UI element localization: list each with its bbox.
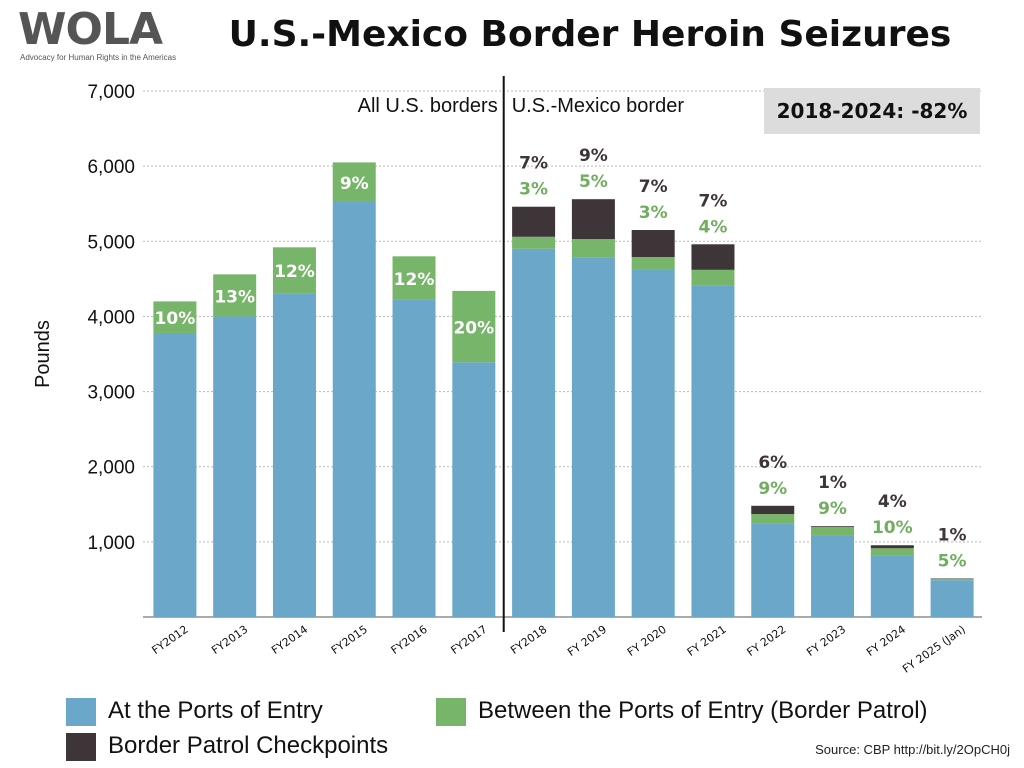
- x-tick-label: FY2017: [448, 623, 489, 657]
- bar-between: [870, 548, 914, 556]
- bar-checkpoints: [631, 230, 675, 258]
- x-tick-label: FY 2022: [745, 623, 789, 659]
- chart-title: U.S.-Mexico Border Heroin Seizures: [228, 14, 952, 55]
- bar-ports: [870, 555, 914, 617]
- x-tick-label: FY2016: [389, 623, 430, 657]
- y-axis-label: Pounds: [32, 320, 54, 388]
- bar-ports: [811, 535, 855, 617]
- between-pct-label: 10%: [155, 309, 196, 329]
- bar-between: [452, 290, 496, 363]
- bar-ports: [272, 293, 316, 617]
- bar-between: [571, 239, 615, 258]
- checkpoint-pct-label: 7%: [519, 154, 548, 174]
- bar-between: [153, 301, 197, 333]
- bar-between: [213, 274, 257, 317]
- between-pct-label: 3%: [519, 180, 548, 200]
- bar-between: [272, 247, 316, 294]
- checkpoint-pct-label: 1%: [938, 525, 967, 545]
- bar-between: [392, 256, 436, 300]
- x-tick-label: FY2015: [329, 623, 370, 657]
- x-tick-label: FY2013: [209, 623, 250, 657]
- bar-ports: [153, 332, 197, 617]
- x-tick-label: FY2014: [269, 623, 310, 657]
- checkpoint-pct-label: 1%: [818, 473, 847, 493]
- bar-checkpoints: [870, 545, 914, 549]
- between-pct-label: 5%: [938, 551, 967, 571]
- x-tick-label: FY 2024: [864, 623, 908, 659]
- bar-ports: [213, 316, 257, 617]
- logo-wordmark: WOLA: [18, 4, 163, 55]
- bar-ports: [631, 269, 675, 617]
- y-tick-label: 6,000: [87, 157, 135, 178]
- bar-between: [930, 578, 974, 581]
- bar-ports: [452, 362, 496, 617]
- wola-logo: WOLA Advocacy for Human Rights in the Am…: [18, 6, 178, 66]
- bar-between: [811, 526, 855, 536]
- bar-between: [751, 514, 795, 524]
- bar-ports: [930, 580, 974, 617]
- bar-between: [332, 162, 376, 202]
- between-pct-label: 10%: [872, 518, 913, 538]
- legend-item-ports: At the Ports of Entry: [66, 697, 323, 726]
- between-pct-label: 4%: [699, 217, 728, 237]
- checkpoint-pct-label: 4%: [878, 492, 907, 512]
- y-tick-label: 7,000: [87, 82, 135, 103]
- y-tick-label: 2,000: [87, 458, 135, 479]
- legend-item-checkpoints: Border Patrol Checkpoints: [66, 732, 388, 761]
- y-tick-label: 1,000: [87, 533, 135, 554]
- between-pct-label: 9%: [340, 174, 369, 194]
- bar-checkpoints: [571, 199, 615, 240]
- bar-between: [512, 236, 556, 249]
- x-tick-label: FY 2021: [685, 623, 729, 659]
- y-tick-label: 5,000: [87, 232, 135, 253]
- bar-between: [691, 269, 735, 286]
- x-tick-label: FY 2019: [565, 623, 609, 659]
- logo-tagline: Advocacy for Human Rights in the America…: [20, 53, 177, 62]
- bar-chart: 1,000 2,000 3,000 4,000 5,000 6,000 7,000 Pound…: [32, 76, 982, 676]
- between-pct-label: 12%: [394, 270, 435, 290]
- x-tick-label: FY2018: [508, 623, 549, 657]
- bar-checkpoints: [512, 206, 556, 237]
- y-tick-label: 4,000: [87, 307, 135, 328]
- bar-ports: [512, 248, 556, 618]
- between-pct-label: 5%: [579, 172, 608, 192]
- legend-label-checkpoints: Border Patrol Checkpoints: [108, 732, 389, 759]
- divider-label-left: All U.S. borders: [358, 95, 498, 117]
- bar-checkpoints: [691, 244, 735, 270]
- between-pct-label: 12%: [274, 262, 315, 282]
- between-pct-label: 3%: [639, 203, 668, 223]
- legend-swatch-between: [436, 697, 466, 726]
- legend-swatch-ports: [66, 697, 96, 726]
- bar-ports: [751, 523, 795, 617]
- y-tick-label: 3,000: [87, 383, 135, 404]
- legend-label-between: Between the Ports of Entry (Border Patro…: [478, 697, 928, 724]
- bar-between: [631, 257, 675, 270]
- legend-item-between: Between the Ports of Entry (Border Patro…: [436, 697, 928, 726]
- bar-ports: [691, 285, 735, 617]
- legend-label-ports: At the Ports of Entry: [108, 697, 323, 724]
- bar-ports: [571, 257, 615, 617]
- source-note: Source: CBP http://bit.ly/2OpCH0j: [815, 742, 1010, 757]
- between-pct-label: 9%: [818, 499, 847, 519]
- divider-label-right: U.S.-Mexico border: [512, 95, 685, 117]
- summary-box: 2018-2024: -82%: [764, 88, 980, 134]
- bar-ports: [392, 299, 436, 617]
- between-pct-label: 20%: [453, 319, 494, 339]
- checkpoint-pct-label: 9%: [579, 146, 608, 166]
- between-pct-label: 9%: [758, 479, 787, 499]
- checkpoint-pct-label: 7%: [699, 191, 728, 211]
- bar-checkpoints: [751, 505, 795, 515]
- checkpoint-pct-label: 7%: [639, 177, 668, 197]
- x-tick-label: FY 2020: [625, 623, 669, 659]
- x-tick-label: FY2012: [150, 623, 191, 657]
- bar-ports: [332, 201, 376, 617]
- bar-checkpoints: [811, 526, 855, 527]
- between-pct-label: 13%: [214, 287, 255, 307]
- x-tick-label: FY 2023: [804, 623, 848, 659]
- legend-swatch-checkpoints: [66, 732, 96, 761]
- checkpoint-pct-label: 6%: [758, 453, 787, 473]
- x-tick-label: FY 2025 (Jan): [900, 623, 968, 676]
